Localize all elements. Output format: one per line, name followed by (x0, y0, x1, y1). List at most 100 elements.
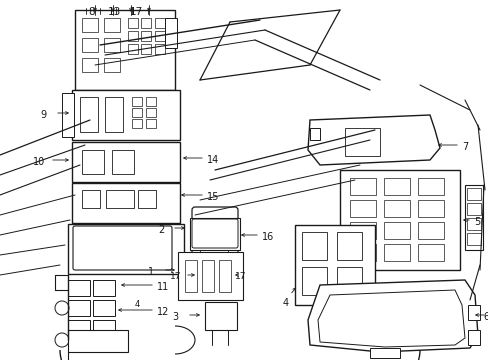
Bar (104, 58, 120, 72)
Polygon shape (467, 305, 479, 320)
Bar (464, 185, 482, 250)
Bar (82, 58, 98, 72)
Bar (202, 260, 214, 292)
Bar (336, 267, 361, 295)
Bar (417, 178, 443, 195)
Bar (132, 108, 142, 117)
Bar (104, 38, 120, 52)
Polygon shape (369, 348, 399, 358)
Bar (294, 225, 374, 305)
Bar (68, 224, 183, 274)
Bar (200, 258, 227, 273)
Bar (155, 31, 164, 41)
Bar (345, 128, 379, 156)
Text: 15: 15 (206, 192, 219, 202)
Bar (190, 218, 240, 250)
Bar (417, 244, 443, 261)
Bar (75, 10, 175, 90)
FancyBboxPatch shape (192, 219, 238, 248)
Text: 8: 8 (88, 7, 95, 17)
Bar (349, 244, 375, 261)
Bar (72, 90, 180, 140)
Bar (383, 222, 409, 239)
Polygon shape (467, 330, 479, 345)
Bar (146, 108, 156, 117)
Bar (204, 302, 237, 330)
Bar (164, 18, 177, 48)
Bar (68, 300, 90, 316)
Bar (138, 190, 156, 208)
Bar (128, 18, 138, 28)
Text: 17: 17 (130, 7, 143, 17)
Bar (417, 200, 443, 217)
Text: 4: 4 (283, 298, 288, 308)
Bar (141, 44, 151, 54)
Bar (349, 200, 375, 217)
Bar (82, 18, 98, 32)
Bar (112, 150, 134, 174)
Text: 7: 7 (461, 142, 468, 152)
Polygon shape (307, 280, 477, 352)
Text: 2: 2 (158, 225, 164, 235)
Bar (68, 280, 90, 296)
Text: 4: 4 (135, 300, 140, 309)
Text: 11: 11 (157, 282, 169, 292)
Bar (93, 320, 115, 336)
Bar (105, 97, 123, 132)
Bar (132, 119, 142, 128)
Bar (155, 18, 164, 28)
Circle shape (55, 333, 69, 347)
Bar (155, 44, 164, 54)
Text: 14: 14 (206, 155, 219, 165)
Bar (82, 38, 98, 52)
Bar (336, 232, 361, 260)
Text: 16: 16 (262, 232, 274, 242)
Bar (82, 150, 104, 174)
Bar (466, 233, 480, 245)
Bar (349, 222, 375, 239)
Bar (128, 44, 138, 54)
Polygon shape (317, 290, 464, 347)
Bar (146, 97, 156, 106)
Bar (80, 97, 98, 132)
Bar (383, 200, 409, 217)
Bar (466, 203, 480, 215)
Bar (72, 142, 180, 182)
Bar (349, 178, 375, 195)
Text: 6: 6 (482, 312, 488, 322)
Bar (62, 93, 74, 137)
Bar (128, 31, 138, 41)
Bar (106, 190, 134, 208)
Bar (200, 238, 227, 253)
Bar (383, 244, 409, 261)
Bar (466, 218, 480, 230)
Text: 13: 13 (108, 7, 121, 17)
Bar (132, 97, 142, 106)
Bar (146, 119, 156, 128)
FancyBboxPatch shape (192, 207, 238, 283)
Circle shape (55, 301, 69, 315)
Bar (141, 18, 151, 28)
Bar (72, 183, 180, 223)
Bar (219, 260, 230, 292)
Bar (200, 275, 229, 287)
Bar (200, 218, 227, 233)
Bar (93, 300, 115, 316)
Polygon shape (307, 115, 439, 165)
Bar (383, 178, 409, 195)
Bar (141, 31, 151, 41)
Bar (104, 18, 120, 32)
Bar (184, 260, 197, 292)
Bar (68, 320, 90, 336)
Text: 17: 17 (170, 272, 181, 281)
Text: 5: 5 (473, 217, 479, 227)
Text: 12: 12 (157, 307, 169, 317)
Text: 10: 10 (33, 157, 45, 167)
Bar (417, 222, 443, 239)
Bar (82, 190, 100, 208)
Polygon shape (309, 128, 319, 140)
Bar (466, 188, 480, 200)
Text: 17: 17 (235, 272, 246, 281)
Text: 1: 1 (148, 267, 154, 277)
Bar (339, 170, 459, 270)
